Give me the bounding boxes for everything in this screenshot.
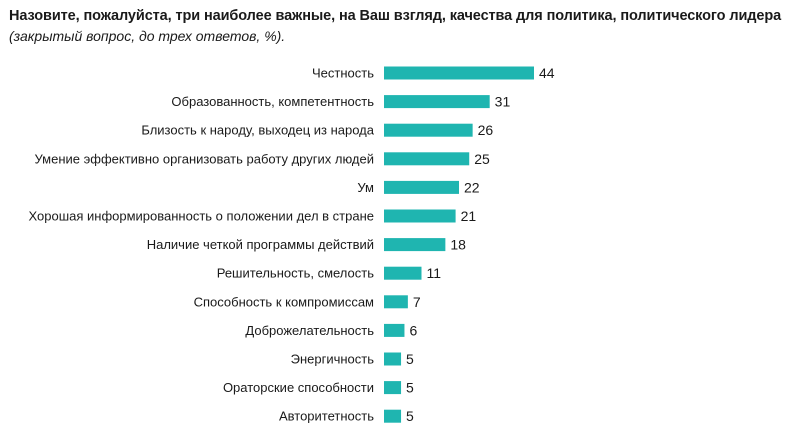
bar — [384, 266, 422, 280]
data-label: 11 — [427, 265, 442, 281]
category-label: Энергичность — [291, 352, 375, 367]
category-label: Ум — [357, 180, 374, 195]
data-label: 31 — [495, 94, 511, 110]
data-label: 44 — [539, 65, 555, 81]
category-label: Авторитетность — [279, 409, 374, 424]
data-label: 26 — [478, 122, 494, 138]
bar — [384, 209, 456, 223]
chart-subtitle: (закрытый вопрос, до трех ответов, %). — [9, 28, 286, 44]
bar — [384, 152, 470, 166]
bar — [384, 381, 402, 395]
data-label: 18 — [450, 237, 466, 253]
category-label: Хорошая информированность о положении де… — [28, 209, 374, 224]
bar — [384, 95, 490, 109]
category-label: Близость к народу, выходец из народа — [141, 123, 374, 138]
bar — [384, 238, 446, 252]
data-label: 22 — [464, 179, 480, 195]
category-label: Доброжелательность — [245, 323, 374, 338]
data-label: 5 — [406, 351, 414, 367]
bar — [384, 66, 534, 80]
category-label: Умение эффективно организовать работу др… — [34, 151, 374, 166]
bar — [384, 123, 473, 137]
category-label: Наличие четкой программы действий — [147, 237, 374, 252]
category-label: Образованность, компетентность — [171, 94, 374, 109]
data-label: 6 — [409, 322, 417, 338]
bar — [384, 323, 405, 337]
data-label: 5 — [406, 380, 414, 396]
data-label: 5 — [406, 408, 414, 424]
data-label: 7 — [413, 294, 421, 310]
category-label: Решительность, смелость — [217, 266, 374, 281]
category-label: Честность — [312, 66, 374, 81]
bar — [384, 352, 402, 366]
category-label: Ораторские способности — [223, 380, 374, 395]
data-label: 25 — [474, 151, 490, 167]
bar — [384, 295, 408, 309]
bar — [384, 180, 459, 194]
data-label: 21 — [461, 208, 477, 224]
bar — [384, 409, 402, 423]
category-label: Способность к компромиссам — [194, 294, 374, 309]
chart-title: Назовите, пожалуйста, три наиболее важны… — [9, 8, 782, 24]
